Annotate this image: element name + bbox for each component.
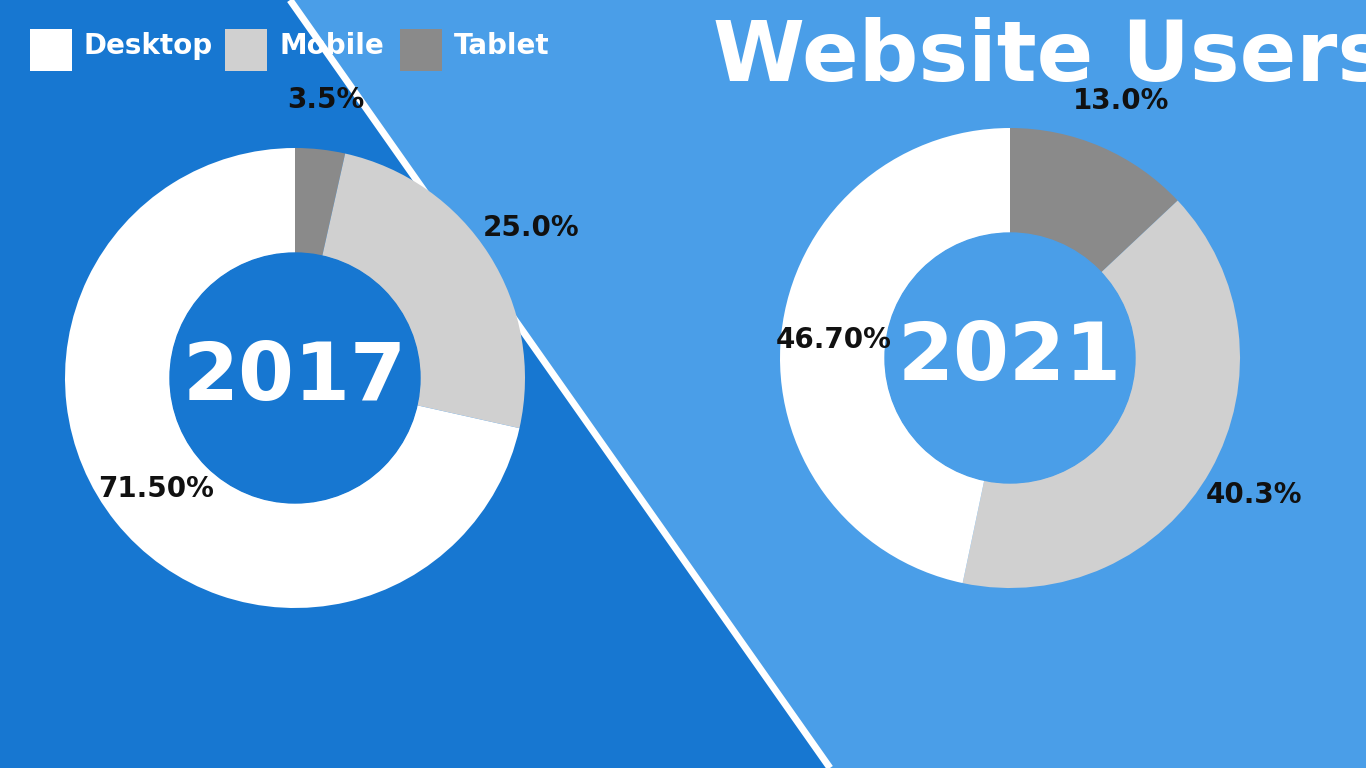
Polygon shape: [290, 0, 1366, 768]
FancyBboxPatch shape: [225, 29, 266, 71]
Text: Desktop: Desktop: [83, 32, 213, 60]
Circle shape: [885, 233, 1135, 483]
Text: Website Users: Website Users: [713, 18, 1366, 98]
Circle shape: [169, 253, 419, 503]
Text: 13.0%: 13.0%: [1074, 87, 1169, 115]
Wedge shape: [1009, 128, 1177, 273]
Wedge shape: [963, 200, 1240, 588]
Text: 46.70%: 46.70%: [776, 326, 892, 353]
Wedge shape: [66, 148, 519, 608]
Text: 2017: 2017: [183, 339, 407, 417]
Text: 3.5%: 3.5%: [287, 86, 365, 114]
Wedge shape: [780, 128, 1009, 583]
Text: 25.0%: 25.0%: [484, 214, 579, 242]
Text: 71.50%: 71.50%: [98, 475, 214, 503]
FancyBboxPatch shape: [400, 29, 443, 71]
Text: Mobile: Mobile: [279, 32, 384, 60]
Wedge shape: [295, 148, 346, 256]
Wedge shape: [322, 154, 525, 429]
Text: 2021: 2021: [897, 319, 1121, 397]
Text: 40.3%: 40.3%: [1206, 482, 1302, 509]
Text: Tablet: Tablet: [454, 32, 549, 60]
FancyBboxPatch shape: [30, 29, 72, 71]
